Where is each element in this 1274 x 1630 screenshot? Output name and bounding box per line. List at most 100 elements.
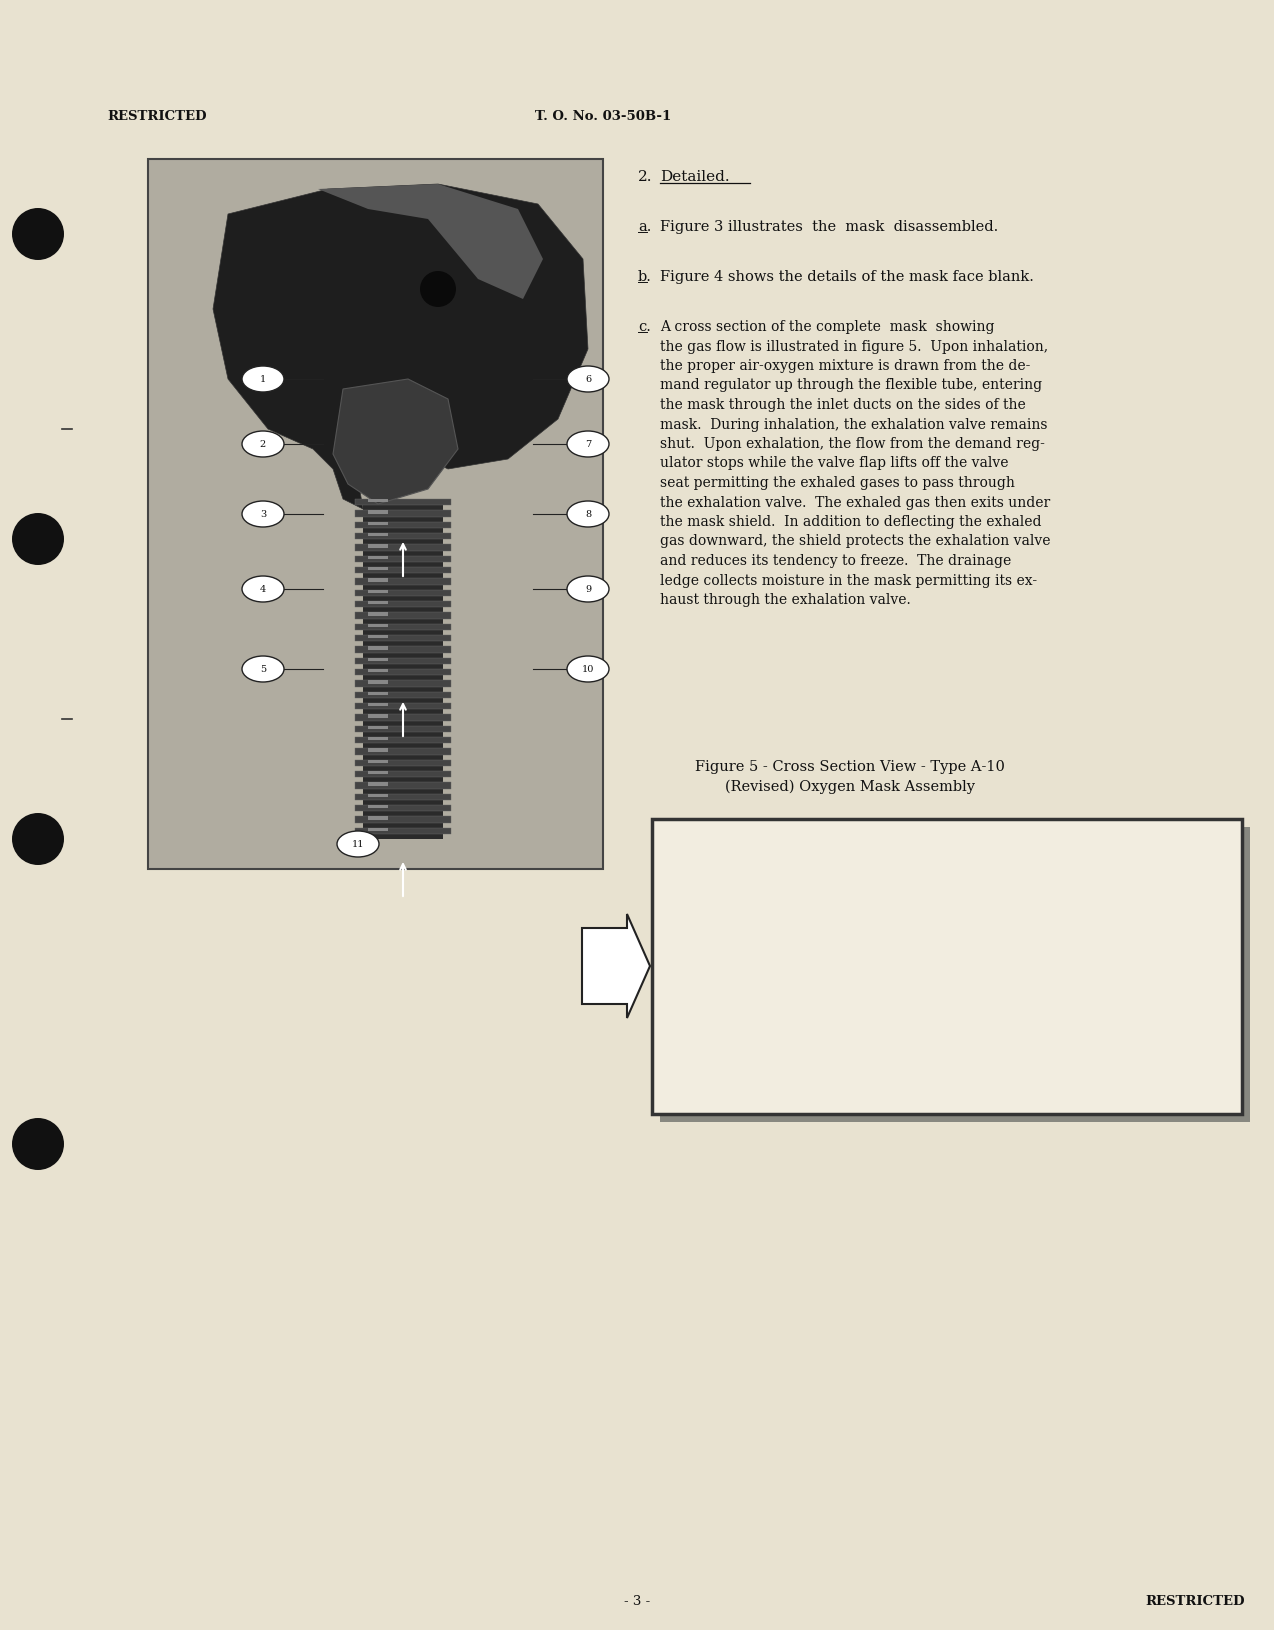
Bar [368,624,389,628]
Bar [368,760,389,763]
Bar [368,533,389,536]
Ellipse shape [242,577,284,603]
Ellipse shape [567,577,609,603]
Text: 9: 9 [585,585,591,595]
Bar [355,760,451,766]
Bar [368,771,389,774]
Bar [368,500,389,504]
Text: 3.: 3. [682,931,694,942]
Polygon shape [318,184,543,300]
Text: 9.: 9. [970,931,982,942]
Bar [368,636,389,639]
Bar [355,512,451,517]
Bar [355,805,451,812]
Text: 3: 3 [260,510,266,520]
Text: Figure 5 - Cross Section View - Type A-10: Figure 5 - Cross Section View - Type A-1… [696,760,1005,774]
Text: 10: 10 [582,665,594,675]
Polygon shape [213,184,589,510]
Text: 7: 7 [585,440,591,450]
Text: RESTRICTED: RESTRICTED [107,109,206,122]
Bar [355,828,451,835]
Text: 5: 5 [260,665,266,675]
Text: 11: 11 [352,839,364,849]
Bar [368,737,389,742]
Ellipse shape [567,657,609,683]
Text: GAS FROM DEMAND
           REGULATOR: GAS FROM DEMAND REGULATOR [992,1009,1117,1032]
Text: a.: a. [638,220,651,233]
Text: 4: 4 [260,585,266,595]
Bar [368,716,389,719]
Circle shape [11,513,64,566]
Bar [355,716,451,720]
Bar [368,647,389,650]
Bar [368,794,389,797]
Bar [368,681,389,685]
Bar [355,727,451,732]
Circle shape [11,1118,64,1170]
Text: 2.: 2. [682,893,694,903]
Ellipse shape [242,657,284,683]
Bar [355,647,451,654]
Text: Figure 3 illustrates  the  mask  disassembled.: Figure 3 illustrates the mask disassembl… [660,220,999,233]
Bar [368,748,389,753]
Bar [368,579,389,582]
Bar [355,522,451,528]
Bar [368,727,389,730]
Text: STIPPLED INTERIOR
         SURFACES: STIPPLED INTERIOR SURFACES [705,849,810,872]
Bar [368,522,389,526]
Bar [355,579,451,585]
Bar [652,820,1242,1115]
Text: 2: 2 [260,440,266,450]
Bar [368,512,389,515]
Polygon shape [582,914,650,1019]
Circle shape [11,209,64,261]
Bar [368,544,389,548]
Text: - 3 -: - 3 - [624,1594,650,1607]
Text: Figure 4 shows the details of the mask face blank.: Figure 4 shows the details of the mask f… [660,271,1034,284]
Bar [368,601,389,605]
Text: b.: b. [638,271,652,284]
Bar [368,613,389,616]
Text: (Revised) Oxygen Mask Assembly: (Revised) Oxygen Mask Assembly [725,779,975,794]
Text: 7.: 7. [970,872,982,882]
Text: INHALED GAS ENTERS
         MASK THRU INLET
         DUCTS: INHALED GAS ENTERS MASK THRU INLET DUCTS [705,931,854,967]
Ellipse shape [242,432,284,458]
Text: 6: 6 [585,375,591,385]
Bar [355,544,451,551]
Bar [355,737,451,743]
Text: 4.: 4. [682,988,694,998]
Bar [355,794,451,800]
Bar [355,704,451,709]
Bar [355,624,451,631]
Text: 1: 1 [260,375,266,385]
Bar [368,828,389,831]
Text: FLEXIBLE TUBE: FLEXIBLE TUBE [992,988,1073,998]
Bar [368,670,389,673]
Bar [355,556,451,562]
Text: RESTRICTED: RESTRICTED [1145,1594,1245,1607]
Bar [660,828,1250,1123]
Bar [355,613,451,619]
Bar [355,601,451,608]
Circle shape [420,272,456,308]
Text: 2.: 2. [638,170,652,184]
Bar [355,817,451,823]
Bar [355,636,451,642]
Bar [148,160,603,869]
Bar [355,500,451,505]
Text: 6.: 6. [970,849,982,859]
Ellipse shape [567,502,609,528]
Text: EXHALED GAS PASSES
          THRU EXHALATION
          VALVE: EXHALED GAS PASSES THRU EXHALATION VALVE [992,931,1148,967]
Text: NOSE WIRE LUG: NOSE WIRE LUG [992,849,1073,859]
Polygon shape [333,380,457,505]
Bar [368,590,389,593]
Text: RUBBER COVERED
         RIVETS: RUBBER COVERED RIVETS [705,893,798,914]
Text: MICROPHONE LEAD-IN
          PORT PLUG: MICROPHONE LEAD-IN PORT PLUG [992,893,1111,916]
Bar [368,704,389,707]
Text: 5.: 5. [682,1027,694,1037]
Text: 8.: 8. [970,893,982,903]
Bar [368,693,389,696]
Bar [355,748,451,755]
Bar [368,805,389,808]
Bar [355,670,451,676]
